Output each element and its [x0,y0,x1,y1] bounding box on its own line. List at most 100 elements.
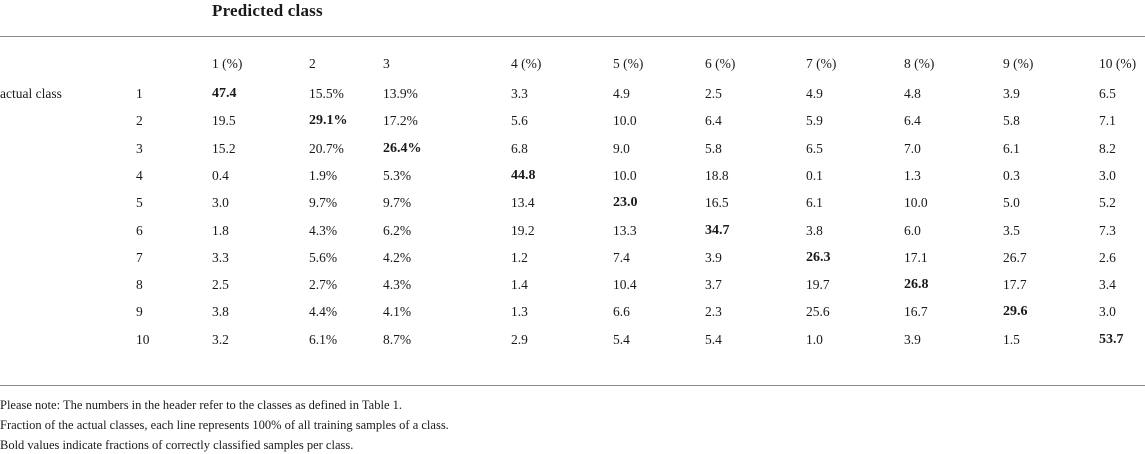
table-cell: 2.7% [309,277,338,292]
table-cell: 13.4 [511,195,535,210]
table-cell: 3.0 [1099,304,1116,319]
table-cell: 19.2 [511,223,535,238]
table-cell: 3.8 [806,223,823,238]
table-cell: 10.0 [613,113,637,128]
row-header-label: actual class [0,86,62,101]
row-label: 8 [136,277,143,292]
table-cell: 7.1 [1099,113,1116,128]
table-cell: 6.5 [1099,86,1116,101]
table-cell: 16.5 [705,195,729,210]
table-cell: 4.3% [309,223,338,238]
table-cell: 9.0 [613,141,630,156]
top-rule [0,36,1145,37]
table-cell: 6.8 [511,141,528,156]
table-cell: 5.3% [383,168,412,183]
table-cell: 6.0 [904,223,921,238]
table-cell: 15.2 [212,141,236,156]
row-label: 4 [136,168,143,183]
column-header: 9 (%) [1003,56,1034,71]
table-cell: 1.0 [806,332,823,347]
table-cell: 6.4 [705,113,722,128]
column-header: 6 (%) [705,56,736,71]
table-cell: 4.8 [904,86,921,101]
table-cell: 4.2% [383,250,412,265]
table-cell: 6.1% [309,332,338,347]
table-cell: 3.8 [212,304,229,319]
table-cell: 3.7 [705,277,722,292]
table-cell: 1.3 [511,304,528,319]
table-cell: 20.7% [309,141,344,156]
table-cell: 3.4 [1099,277,1116,292]
table-cell: 10.0 [613,168,637,183]
diagonal-cell: 26.4% [383,141,422,156]
table-cell: 3.5 [1003,223,1020,238]
table-cell: 7.0 [904,141,921,156]
table-cell: 1.5 [1003,332,1020,347]
row-label: 9 [136,304,143,319]
column-header: 10 (%) [1099,56,1137,71]
table-cell: 25.6 [806,304,830,319]
column-header: 7 (%) [806,56,837,71]
table-cell: 6.6 [613,304,630,319]
table-cell: 2.9 [511,332,528,347]
table-cell: 13.3 [613,223,637,238]
diagonal-cell: 26.3 [806,250,831,265]
table-note: Please note: The numbers in the header r… [0,398,402,412]
diagonal-cell: 34.7 [705,223,730,238]
table-cell: 5.6 [511,113,528,128]
table-cell: 4.4% [309,304,338,319]
table-cell: 4.9 [806,86,823,101]
table-cell: 1.4 [511,277,528,292]
table-cell: 8.7% [383,332,412,347]
table-cell: 0.1 [806,168,823,183]
table-cell: 3.3 [212,250,229,265]
table-cell: 5.4 [613,332,630,347]
diagonal-cell: 29.6 [1003,304,1028,319]
table-cell: 5.2 [1099,195,1116,210]
table-cell: 4.3% [383,277,412,292]
row-label: 6 [136,223,143,238]
table-cell: 5.0 [1003,195,1020,210]
table-cell: 3.9 [705,250,722,265]
table-cell: 3.0 [212,195,229,210]
table-cell: 2.5 [212,277,229,292]
table-cell: 3.9 [1003,86,1020,101]
table-cell: 3.0 [1099,168,1116,183]
table-cell: 5.6% [309,250,338,265]
table-cell: 19.7 [806,277,830,292]
table-cell: 10.4 [613,277,637,292]
table-cell: 5.9 [806,113,823,128]
table-cell: 5.8 [1003,113,1020,128]
column-header: 3 [383,56,390,71]
table-cell: 10.0 [904,195,928,210]
table-cell: 1.9% [309,168,338,183]
diagonal-cell: 53.7 [1099,332,1124,347]
table-cell: 9.7% [309,195,338,210]
table-cell: 8.2 [1099,141,1116,156]
table-cell: 17.1 [904,250,928,265]
table-cell: 5.8 [705,141,722,156]
row-label: 1 [136,86,143,101]
row-label: 7 [136,250,143,265]
table-cell: 6.1 [806,195,823,210]
table-cell: 9.7% [383,195,412,210]
table-cell: 1.8 [212,223,229,238]
table-cell: 6.2% [383,223,412,238]
table-cell: 19.5 [212,113,236,128]
diagonal-cell: 47.4 [212,86,237,101]
row-label: 2 [136,113,143,128]
diagonal-cell: 29.1% [309,113,348,128]
row-label: 5 [136,195,143,210]
table-cell: 2.6 [1099,250,1116,265]
table-cell: 4.9 [613,86,630,101]
column-header: 1 (%) [212,56,243,71]
table-cell: 6.5 [806,141,823,156]
table-cell: 16.7 [904,304,928,319]
table-note: Fraction of the actual classes, each lin… [0,418,449,432]
row-label: 10 [136,332,150,347]
diagonal-cell: 23.0 [613,195,638,210]
table-cell: 0.3 [1003,168,1020,183]
table-cell: 17.7 [1003,277,1027,292]
bottom-rule [0,385,1145,386]
table-cell: 17.2% [383,113,418,128]
